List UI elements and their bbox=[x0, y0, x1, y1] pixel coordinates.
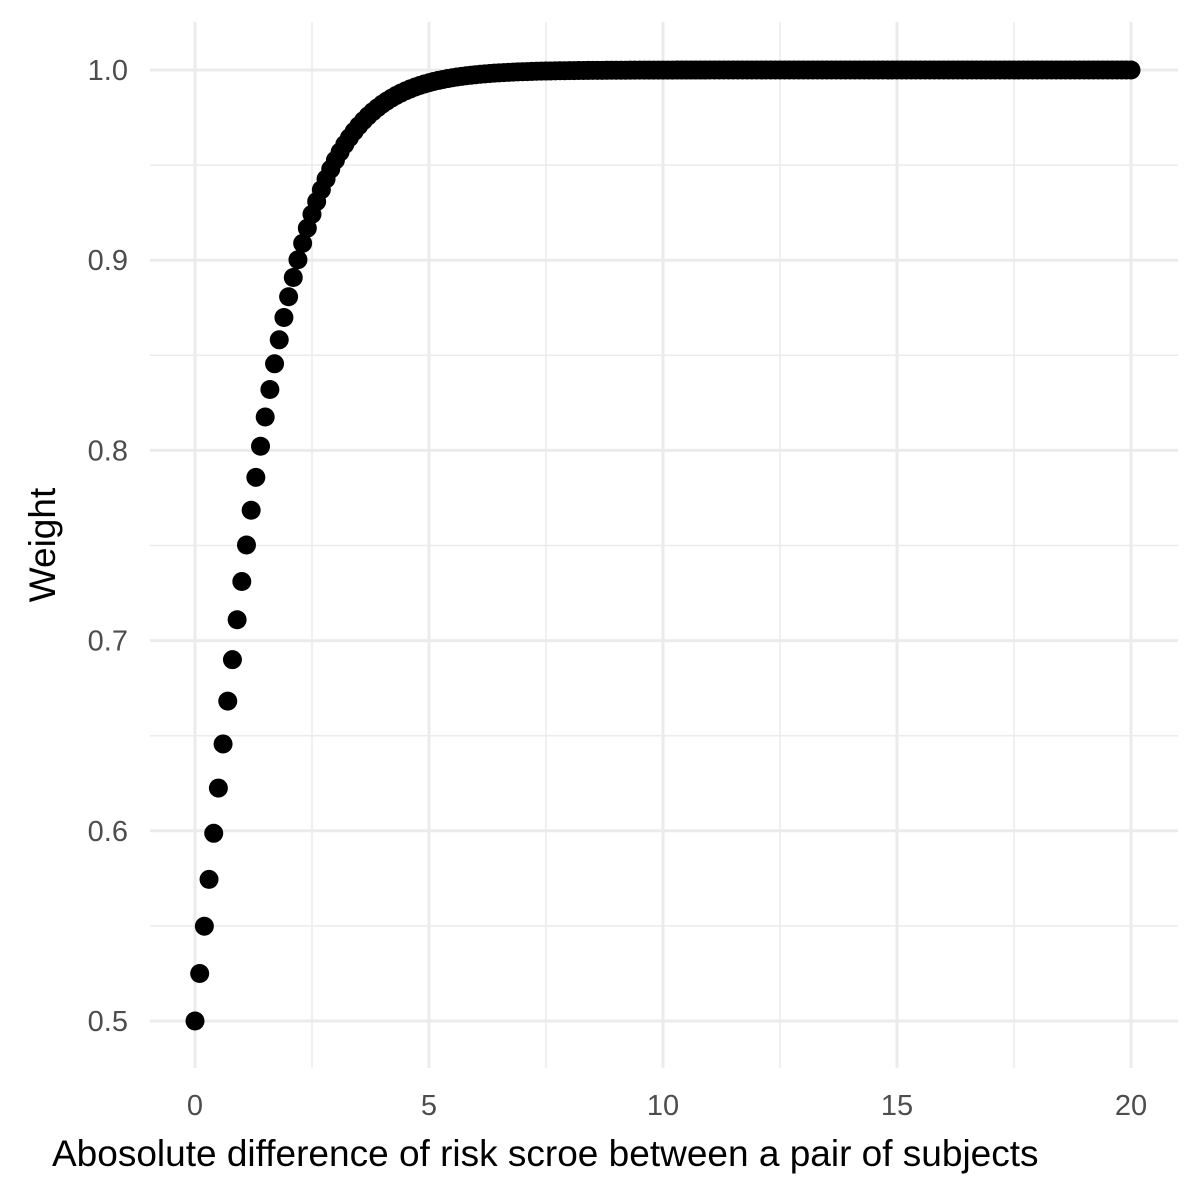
data-point bbox=[265, 354, 285, 374]
data-point bbox=[236, 535, 256, 555]
x-tick-label: 10 bbox=[647, 1090, 679, 1122]
y-tick-label: 1.0 bbox=[88, 55, 128, 87]
data-point bbox=[246, 467, 266, 487]
data-point bbox=[232, 572, 252, 592]
data-point bbox=[222, 650, 242, 670]
y-tick-label: 0.8 bbox=[88, 435, 128, 467]
x-axis-title: Abosolute difference of risk scroe betwe… bbox=[52, 1133, 1039, 1174]
data-point bbox=[269, 330, 289, 350]
data-point bbox=[194, 916, 214, 936]
x-tick-label: 15 bbox=[881, 1090, 913, 1122]
data-point bbox=[274, 307, 294, 327]
data-point bbox=[218, 691, 238, 711]
x-tick-label: 0 bbox=[187, 1090, 203, 1122]
data-point bbox=[1121, 60, 1141, 80]
data-points bbox=[185, 60, 1141, 1031]
x-tick-label: 20 bbox=[1115, 1090, 1147, 1122]
y-tick-label: 0.5 bbox=[88, 1006, 128, 1038]
y-tick-label: 0.7 bbox=[88, 626, 128, 658]
data-point bbox=[227, 610, 247, 630]
data-point bbox=[288, 250, 308, 270]
data-point bbox=[260, 380, 280, 399]
data-point bbox=[208, 778, 228, 798]
y-tick-label: 0.6 bbox=[88, 816, 128, 848]
y-axis-ticks: 0.5 0.6 0.7 0.8 0.9 1.0 bbox=[88, 55, 128, 1038]
data-point bbox=[213, 734, 233, 754]
x-axis-ticks: 0 5 10 15 20 bbox=[187, 1090, 1147, 1122]
data-point bbox=[185, 1011, 205, 1031]
data-point bbox=[255, 407, 275, 427]
data-point bbox=[293, 233, 313, 253]
data-point bbox=[283, 268, 303, 287]
x-tick-label: 5 bbox=[421, 1090, 437, 1122]
data-point bbox=[199, 869, 219, 889]
data-point bbox=[241, 500, 261, 520]
data-point bbox=[251, 436, 271, 456]
y-tick-label: 0.9 bbox=[88, 245, 128, 277]
grid bbox=[150, 22, 1178, 1068]
data-point bbox=[190, 963, 210, 983]
data-point bbox=[204, 823, 224, 843]
data-point bbox=[279, 287, 299, 307]
y-axis-title: Weight bbox=[22, 487, 63, 602]
